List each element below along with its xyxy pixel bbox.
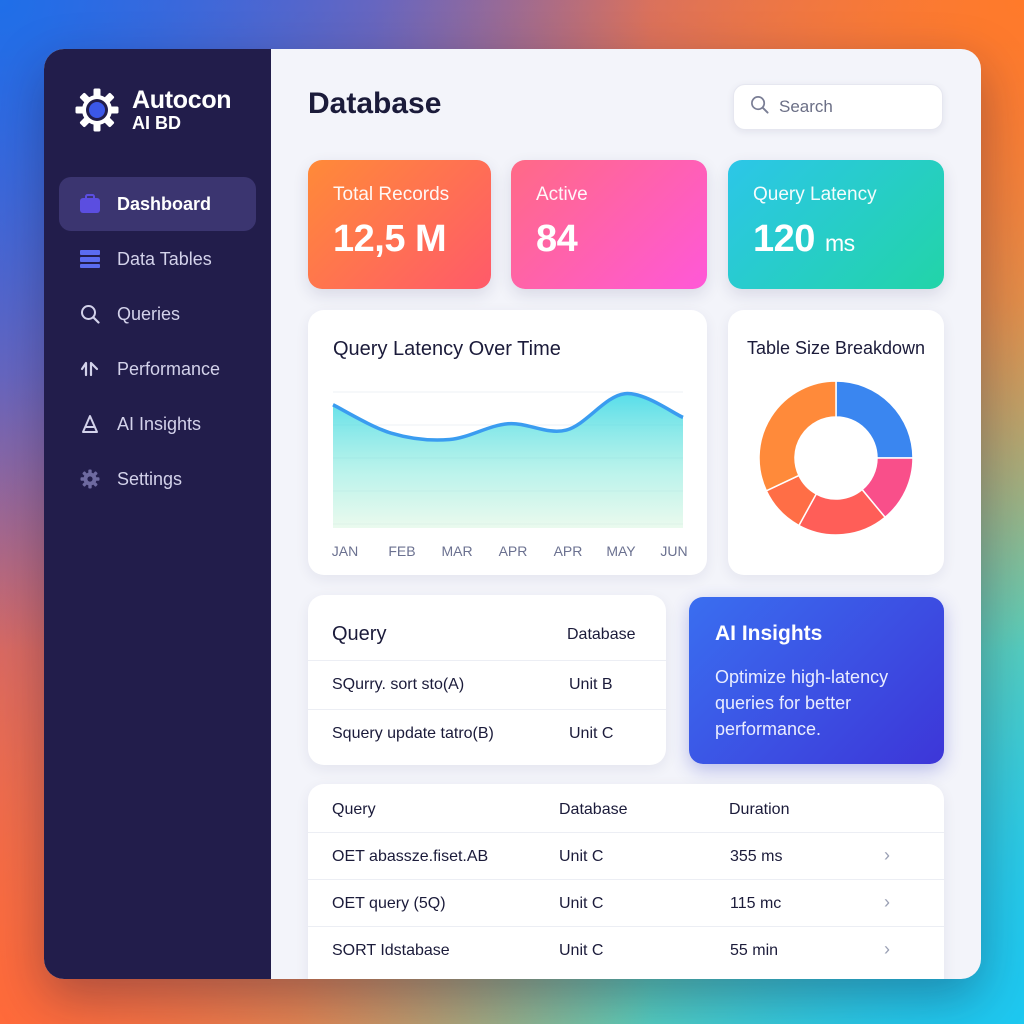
table-header: Query Database Duration — [308, 784, 944, 832]
x-tick-label: MAR — [441, 543, 472, 559]
gear-logo-icon — [75, 88, 119, 132]
database-cell: Unit B — [569, 676, 613, 693]
sidebar-item-queries[interactable]: Queries — [59, 287, 256, 341]
query-cell: OET query (5Q) — [332, 895, 446, 912]
chart-title: Table Size Breakdown — [746, 338, 926, 358]
search-box[interactable] — [733, 84, 943, 130]
ai-insights-title: AI Insights — [715, 622, 823, 645]
search-input[interactable] — [779, 97, 919, 117]
column-header-database: Database — [559, 801, 628, 818]
stat-card-total-records: Total Records 12,5 M — [308, 160, 491, 289]
table-size-donut-chart — [758, 380, 914, 536]
table-icon — [79, 248, 101, 270]
duration-cell: 115 mc — [730, 895, 782, 912]
x-tick-label: JUN — [660, 543, 687, 559]
query-card: Query Database SQurry. sort sto(A) Unit … — [308, 595, 666, 765]
stat-label: Active — [536, 184, 588, 205]
donut-slice — [758, 380, 837, 492]
column-header-duration: Duration — [729, 801, 790, 818]
chevron-right-icon[interactable]: › — [884, 892, 890, 912]
brand: Autocon AI BD — [74, 86, 232, 133]
table-row[interactable]: OET abassze.fiset.AB Unit C 355 ms › — [308, 832, 944, 879]
sidebar-item-performance[interactable]: Performance — [59, 342, 256, 396]
database-cell: Unit C — [559, 895, 604, 912]
sidebar-item-ai-insights[interactable]: AI Insights — [59, 397, 256, 451]
page-title: Database — [308, 87, 442, 120]
stat-number: 12,5 M — [333, 218, 447, 260]
ai-insights-icon — [79, 413, 101, 435]
sidebar-item-label: Data Tables — [117, 248, 212, 269]
database-cell: Unit C — [559, 848, 604, 865]
latency-line — [332, 391, 684, 442]
stat-value: 84 — [536, 218, 682, 261]
x-tick-label: APR — [554, 543, 583, 559]
query-cell: OET abassze.fiset.AB — [332, 848, 489, 865]
chevron-right-icon[interactable]: › — [884, 939, 890, 959]
brand-subtitle: AI BD — [132, 113, 181, 133]
stat-number: 84 — [536, 218, 578, 260]
sidebar-item-label: Dashboard — [117, 193, 212, 214]
stat-card-active: Active 84 — [511, 160, 707, 289]
x-tick-label: JAN — [332, 543, 358, 559]
stat-value: 120 ms — [753, 218, 919, 261]
sidebar-nav: Dashboard Data Tables Queries Performanc… — [59, 177, 256, 507]
stat-label: Query Latency — [753, 184, 877, 205]
query-table: Query Database Duration OET abassze.fise… — [308, 784, 944, 979]
table-size-chart-card: Table Size Breakdown — [728, 310, 944, 575]
app-window: Autocon AI BD Dashboard Data Tables — [44, 49, 981, 979]
stat-card-query-latency: Query Latency 120 ms — [728, 160, 944, 289]
stat-value: 12,5 M — [333, 218, 466, 261]
sidebar-item-label: Settings — [117, 468, 183, 489]
search-icon — [750, 95, 769, 119]
query-cell: SORT Idstabase — [332, 942, 450, 959]
sidebar-item-data-tables[interactable]: Data Tables — [59, 232, 256, 286]
x-tick-label: FEB — [388, 543, 415, 559]
stat-number: 120 — [753, 218, 815, 260]
stat-label: Total Records — [333, 184, 450, 205]
x-tick-label: MAY — [606, 543, 636, 559]
latency-area-chart: JAN FEB MAR APR APR MAY JUN — [332, 391, 688, 559]
database-cell: Unit C — [559, 942, 604, 959]
ai-insights-text: Optimize high-latency queries for better… — [715, 667, 889, 739]
briefcase-icon — [79, 193, 101, 215]
database-cell: Unit C — [569, 725, 614, 742]
sidebar-item-label: Performance — [117, 358, 221, 379]
column-header-query: Query — [332, 623, 387, 645]
gear-icon — [79, 468, 101, 490]
sidebar-item-label: AI Insights — [117, 413, 202, 434]
sidebar-item-settings[interactable]: Settings — [59, 452, 256, 506]
latency-area-fill — [333, 393, 683, 528]
sidebar: Autocon AI BD Dashboard Data Tables — [44, 49, 271, 979]
table-row[interactable]: Squery update tatro(B) Unit C — [308, 709, 666, 758]
chart-title: Query Latency Over Time — [333, 338, 561, 360]
column-header-database: Database — [567, 626, 636, 643]
brand-name: Autocon — [132, 86, 232, 114]
query-cell: SQurry. sort sto(A) — [332, 676, 465, 693]
sidebar-item-dashboard[interactable]: Dashboard — [59, 177, 256, 231]
latency-chart-card: Query Latency Over Time JAN FEB MAR APR APR M… — [308, 310, 707, 575]
duration-cell: 55 min — [730, 942, 779, 959]
x-tick-label: APR — [499, 543, 528, 559]
search-icon — [79, 303, 101, 325]
sidebar-item-label: Queries — [117, 303, 181, 324]
main-content: Database Total Records 12,5 M Active 84 … — [271, 49, 981, 979]
donut-slice — [835, 380, 914, 459]
column-header-query: Query — [332, 801, 376, 818]
duration-cell: 355 ms — [730, 848, 783, 865]
performance-icon — [79, 358, 101, 380]
query-cell: Squery update tatro(B) — [332, 725, 494, 742]
chevron-right-icon[interactable]: › — [884, 845, 890, 865]
table-row[interactable]: SQurry. sort sto(A) Unit B — [308, 660, 666, 709]
table-row[interactable]: OET query (5Q) Unit C 115 mc › — [308, 879, 944, 926]
ai-insights-card[interactable]: AI Insights Optimize high-latency querie… — [689, 597, 944, 764]
stat-unit: ms — [824, 230, 855, 256]
table-row[interactable]: SORT Idstabase Unit C 55 min › — [308, 926, 944, 973]
